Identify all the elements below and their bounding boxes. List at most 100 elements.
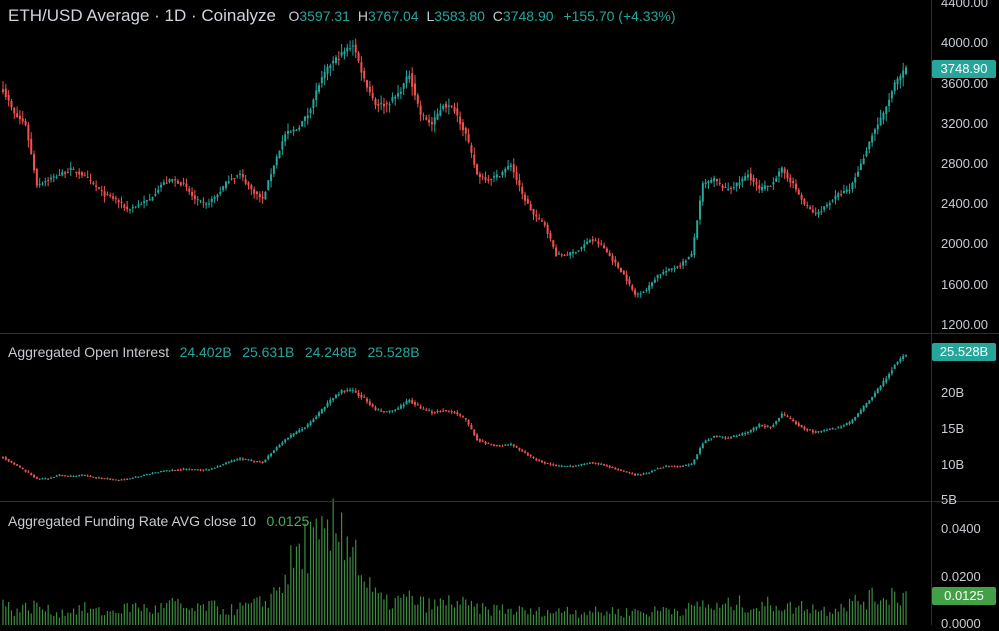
oi-candle-body [769, 426, 772, 428]
oi-candle-body [47, 478, 50, 480]
oi-candle-body [560, 465, 563, 467]
price-candle-body [848, 189, 851, 191]
price-candle-body [718, 183, 721, 185]
pane-divider-funding[interactable] [0, 501, 999, 502]
price-candle-body [735, 182, 738, 187]
oi-candle-body [261, 461, 264, 463]
price-candle-body [651, 282, 654, 287]
oi-title[interactable]: Aggregated Open Interest [8, 344, 170, 360]
oi-candle-body [447, 410, 450, 412]
oi-candles [2, 353, 907, 482]
oi-candle-body [538, 459, 541, 461]
oi-candle-body [879, 385, 882, 390]
oi-candle-body [450, 411, 453, 413]
oi-candle-body [656, 468, 659, 470]
oi-candle-body [453, 411, 456, 414]
oi-candle-body [814, 431, 817, 433]
oi-candle-body [871, 397, 874, 401]
oi-candle-body [713, 435, 716, 438]
price-candle-body [665, 271, 668, 273]
oi-candle-body [78, 475, 81, 477]
price-candle-body [555, 247, 558, 257]
price-candle-body [588, 240, 591, 243]
price-candle-body [566, 254, 569, 256]
oi-candle-body [732, 435, 735, 437]
oi-candle-body [529, 455, 532, 457]
price-candle-body [30, 138, 33, 155]
oi-candle-body [394, 409, 397, 411]
price-candle-body [882, 112, 885, 120]
oi-candle-body [413, 402, 416, 405]
oi-candle-body [470, 424, 473, 430]
oi-candle-body [763, 425, 766, 427]
oi-candle-body [902, 355, 905, 360]
price-candle-body [622, 270, 625, 275]
price-candle-body [684, 260, 687, 263]
price-candle-body [569, 252, 572, 256]
price-candle-body [888, 99, 891, 107]
price-tick: 3600.00 [941, 76, 988, 91]
price-candle-body [628, 279, 631, 285]
oi-candle-body [501, 445, 504, 447]
symbol-title[interactable]: ETH/USD Average · 1D · Coinalyze [8, 6, 277, 25]
oi-candle-body [518, 447, 521, 450]
price-candle-body [758, 185, 761, 189]
oi-value-close: 25.528B [367, 344, 420, 360]
price-candle-body [95, 185, 98, 187]
oi-candle-body [905, 354, 907, 357]
price-candle-body [239, 173, 242, 175]
price-candle-body [128, 209, 131, 211]
price-candle-body [81, 172, 84, 176]
price-candle-body [470, 145, 473, 153]
oi-candle-body [199, 469, 202, 471]
price-candle-body [783, 168, 786, 174]
oi-candle-body [18, 466, 21, 468]
oi-candle-body [148, 474, 151, 476]
oi-candle-body [648, 472, 651, 474]
price-candle-body [634, 289, 637, 295]
funding-title[interactable]: Aggregated Funding Rate AVG close 10 [8, 513, 257, 529]
oi-candle-body [168, 470, 171, 472]
price-candle-body [312, 99, 315, 109]
price-candle-body [33, 154, 36, 171]
price-candle-body [800, 194, 803, 200]
oi-candle-body [727, 437, 730, 439]
price-candle-body [320, 77, 323, 84]
oi-candle-body [735, 435, 738, 437]
close-value: 3748.90 [502, 8, 554, 24]
oi-candle-body [665, 465, 668, 467]
price-candle-body [490, 178, 493, 180]
oi-candle-body [236, 459, 239, 461]
low-value: 3583.80 [434, 8, 485, 24]
price-candle-body [329, 65, 332, 69]
oi-candle-body [701, 443, 704, 449]
price-candle-body [193, 195, 196, 200]
pane-divider-oi[interactable] [0, 333, 999, 334]
oi-candle-body [687, 464, 690, 466]
oi-candle-body [893, 364, 896, 369]
price-candle-body [360, 62, 363, 73]
oi-candle-body [315, 416, 318, 420]
price-candle-body [131, 207, 134, 209]
oi-candle-body [645, 473, 648, 475]
price-candle-body [899, 76, 902, 81]
oi-candle-body [137, 476, 140, 478]
price-candle-body [896, 78, 899, 85]
oi-candle-body [631, 473, 634, 475]
oi-candle-body [123, 479, 126, 481]
price-candle-body [55, 176, 58, 178]
oi-candle-body [676, 466, 679, 468]
oi-candle-body [349, 389, 352, 391]
oi-candle-body [535, 458, 538, 461]
oi-candle-body [614, 467, 617, 470]
price-candle-body [577, 250, 580, 252]
price-candle-body [196, 199, 199, 201]
price-candle-body [258, 193, 261, 198]
oi-candle-body [75, 475, 78, 477]
oi-candle-body [120, 479, 123, 481]
price-candle-body [176, 180, 179, 184]
price-candle-body [326, 66, 329, 74]
price-candle-body [21, 118, 24, 122]
oi-candle-body [557, 465, 560, 467]
